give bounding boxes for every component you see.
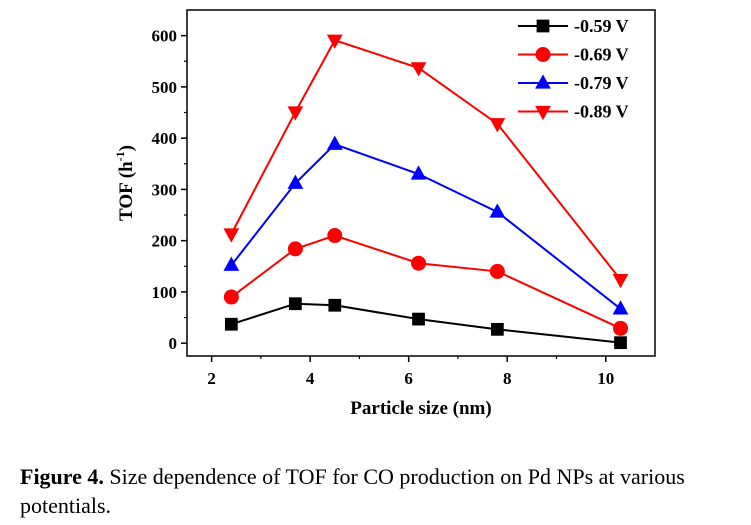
- x-tick-label: 2: [207, 369, 216, 388]
- legend-marker: [535, 105, 551, 121]
- legend-marker: [535, 74, 551, 89]
- data-point: [410, 62, 427, 77]
- data-point: [613, 320, 629, 336]
- y-tick-label: 100: [152, 283, 178, 302]
- data-point: [411, 255, 427, 271]
- data-point: [490, 322, 504, 336]
- series-3: [223, 34, 629, 289]
- series-1: [223, 228, 629, 336]
- x-tick-label: 6: [404, 369, 413, 388]
- data-point: [223, 289, 239, 305]
- legend-item: -0.59 V: [518, 16, 629, 36]
- legend-label: -0.79 V: [574, 73, 629, 93]
- data-point: [489, 203, 506, 218]
- x-tick-label: 10: [597, 369, 614, 388]
- series-line: [231, 302, 621, 344]
- series-0: [224, 297, 627, 350]
- x-axis-title: Particle size (nm): [350, 398, 491, 419]
- data-point: [412, 312, 425, 326]
- data-point: [410, 165, 427, 180]
- plot-frame: [186, 9, 656, 357]
- y-tick-label: 500: [152, 78, 178, 97]
- legend-label: -0.69 V: [574, 45, 629, 65]
- data-point: [614, 336, 627, 350]
- series-2: [223, 135, 629, 315]
- data-point: [287, 174, 304, 189]
- legend-label: -0.59 V: [574, 16, 629, 36]
- data-point: [223, 228, 240, 243]
- data-point: [289, 297, 302, 311]
- series-line: [230, 39, 622, 281]
- legend-item: -0.69 V: [518, 45, 629, 65]
- y-tick-label: 300: [152, 180, 178, 199]
- data-point: [287, 106, 304, 121]
- data-point: [223, 256, 240, 271]
- y-tick-label: 0: [169, 334, 178, 353]
- data-point: [224, 317, 238, 331]
- y-tick-label: 200: [152, 232, 178, 251]
- legend-marker: [535, 47, 551, 62]
- data-point: [489, 263, 505, 279]
- y-axis-title-main: TOF (h: [116, 161, 137, 221]
- x-tick-label: 8: [503, 369, 512, 388]
- data-point: [612, 300, 629, 315]
- data-point: [287, 241, 303, 257]
- figure-caption: Figure 4. Size dependence of TOF for CO …: [20, 462, 740, 520]
- legend-label: -0.89 V: [574, 102, 629, 122]
- legend-marker: [536, 19, 550, 33]
- data-point: [489, 118, 506, 133]
- y-axis-title-superscript: -1: [113, 151, 127, 161]
- legend-item: -0.89 V: [518, 102, 629, 122]
- data-point: [612, 273, 629, 289]
- y-axis-title: TOF (h-1): [113, 145, 137, 221]
- y-tick-label: 600: [152, 27, 178, 46]
- x-tick-label: 4: [306, 369, 315, 388]
- data-point: [327, 228, 343, 244]
- series-line: [230, 143, 622, 310]
- data-point: [328, 298, 342, 312]
- y-axis-title-end: ): [116, 145, 137, 151]
- figure-caption-text: Size dependence of TOF for CO production…: [20, 464, 685, 518]
- data-point: [326, 135, 343, 150]
- y-tick-label: 400: [152, 129, 178, 148]
- figure-caption-label: Figure 4.: [20, 464, 104, 489]
- legend-item: -0.79 V: [518, 73, 629, 93]
- data-point: [326, 34, 343, 49]
- series-line: [230, 234, 621, 330]
